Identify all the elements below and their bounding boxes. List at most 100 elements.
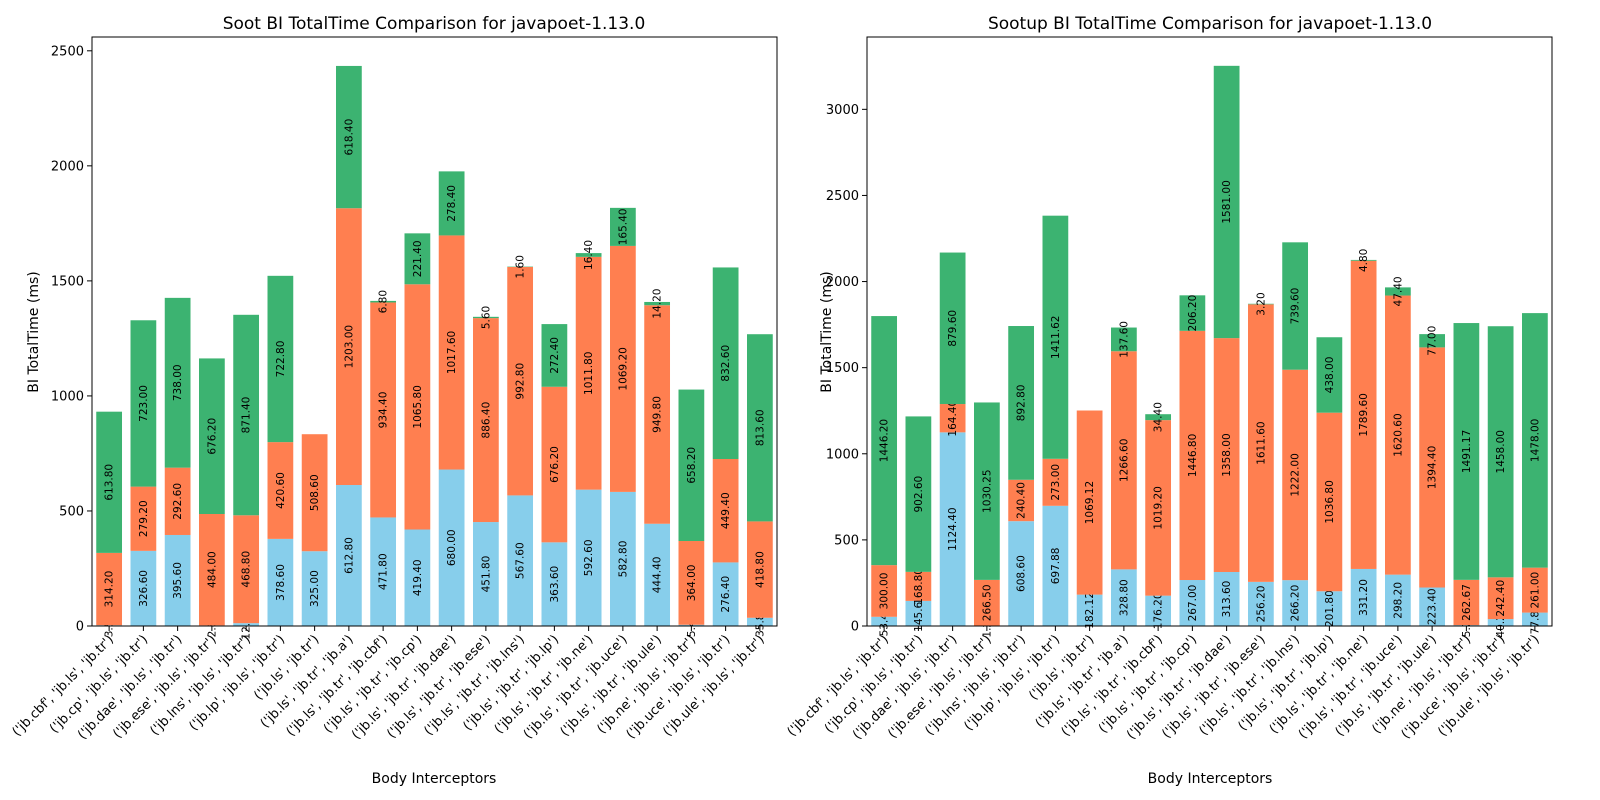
data-label: 902.60 [913, 476, 925, 513]
bar-segment [507, 495, 534, 626]
plot-frame [866, 36, 1553, 627]
data-label: 438.00 [1324, 357, 1336, 394]
data-label: 176.20 [1153, 592, 1165, 629]
data-label: 272.40 [549, 337, 561, 374]
data-label: 582.80 [617, 541, 629, 578]
data-label: 722.80 [275, 341, 287, 378]
data-label: 325.00 [309, 570, 321, 607]
bar-segment [1179, 330, 1206, 581]
data-label: 328.80 [1118, 579, 1130, 616]
bar-segment [575, 253, 602, 257]
data-label: 1611.60 [1255, 421, 1267, 464]
bar-segment [473, 522, 499, 626]
data-label: 182.12 [1084, 592, 1096, 629]
bar-segment [1042, 505, 1069, 626]
bar-segment [1008, 479, 1035, 522]
data-label: 395.60 [172, 562, 184, 599]
data-label: 871.40 [241, 397, 253, 434]
data-label: 1446.80 [1187, 434, 1199, 477]
y-tick-label: 1000 [51, 389, 84, 404]
y-tick-label: 500 [834, 533, 859, 548]
data-label: 3.20 [1255, 292, 1267, 315]
data-label: 276.40 [720, 576, 732, 613]
data-label: 240.40 [1016, 482, 1028, 519]
bar-segment [1316, 412, 1343, 592]
data-label: 326.60 [138, 570, 150, 607]
bar-segment [1248, 581, 1274, 626]
bar-segment [1042, 215, 1069, 459]
bar-segment [267, 538, 294, 626]
bar-segment [1487, 577, 1514, 620]
bar-segment [404, 284, 431, 530]
data-label: 363.60 [549, 566, 561, 603]
bar-segment [1213, 65, 1240, 339]
bar-segment [336, 208, 362, 485]
data-label: 992.80 [515, 363, 527, 400]
data-label: 484.00 [206, 551, 218, 588]
bar-segment [1282, 369, 1309, 581]
bar-segment [575, 489, 602, 626]
data-label: 1266.60 [1118, 439, 1130, 482]
bar-segment [712, 267, 739, 460]
bar-segment [1316, 337, 1343, 413]
y-tick-label: 2500 [826, 189, 859, 204]
bar-segment [905, 571, 932, 601]
bar-segment [164, 297, 191, 468]
data-label: 949.80 [652, 396, 664, 433]
data-label: 1019.20 [1153, 486, 1165, 529]
bar-segment [1385, 574, 1411, 626]
data-label: 418.80 [754, 551, 766, 588]
y-tick-label: 2000 [826, 275, 859, 290]
data-label: 278.40 [446, 185, 458, 222]
bar-segment [712, 562, 739, 626]
data-label: 419.40 [412, 559, 424, 596]
bar-segment [575, 256, 602, 490]
bar-segment [199, 514, 225, 626]
data-label: 934.40 [378, 392, 390, 429]
bar-segment [747, 617, 773, 626]
bar-segment [473, 316, 499, 319]
bar-segment [1179, 295, 1206, 331]
data-label: 676.20 [549, 446, 561, 483]
data-label: 613.80 [104, 464, 116, 501]
data-label: 832.60 [720, 345, 732, 382]
data-label: 1446.20 [879, 419, 891, 462]
data-label: 34.40 [1153, 402, 1165, 432]
bar-segment [1213, 338, 1240, 572]
y-axis-label: BI TotalTime (ms) [819, 271, 835, 392]
bar-segment [747, 521, 773, 618]
bar-segment [1145, 414, 1172, 421]
bar-segment [1522, 313, 1548, 568]
data-label: 676.20 [206, 418, 218, 455]
bar-segment [1145, 595, 1172, 626]
data-label: 279.20 [138, 500, 150, 537]
x-axis-label: Body Interceptors [1148, 771, 1273, 787]
bar-segment [541, 386, 568, 543]
bar-segment [336, 485, 362, 626]
bar-segment [1179, 580, 1206, 626]
data-label: 378.60 [275, 564, 287, 601]
bar-segment [1008, 326, 1035, 480]
data-label: 567.60 [515, 542, 527, 579]
bar-segment [1282, 580, 1309, 626]
bar-segment [644, 523, 671, 626]
data-label: 658.20 [686, 447, 698, 484]
bar-segment [96, 552, 123, 626]
bar-segment [1487, 326, 1514, 578]
data-label: 444.40 [652, 557, 664, 594]
y-tick-label: 1500 [51, 274, 84, 289]
bar-segment [1487, 619, 1514, 626]
data-label: 608.60 [1016, 555, 1028, 592]
soot-chart: Soot BI TotalTime Comparison for javapoe… [10, 14, 778, 787]
data-label: 508.60 [309, 474, 321, 511]
bar-segment [644, 305, 671, 524]
data-label: 292.60 [172, 483, 184, 520]
bar-segment [164, 467, 191, 535]
y-axis-label: BI TotalTime (ms) [26, 271, 42, 392]
bar-segment [1111, 351, 1137, 570]
data-label: 16.40 [583, 240, 595, 270]
bar-segment [610, 491, 636, 626]
bar-segment [610, 207, 636, 246]
data-label: 723.00 [138, 385, 150, 422]
y-tick-label: 2000 [51, 159, 84, 174]
